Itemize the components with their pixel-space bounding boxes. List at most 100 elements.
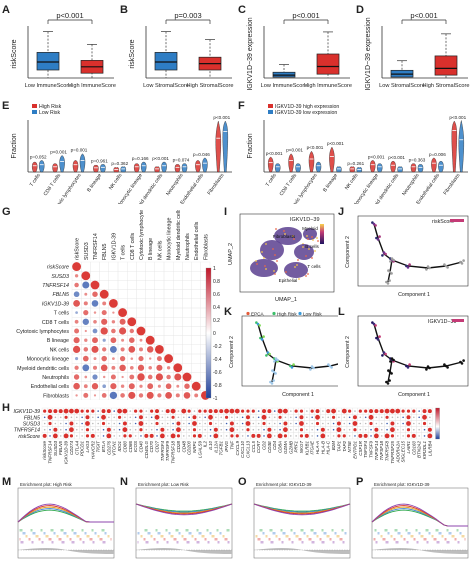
correlation-dot (72, 345, 81, 354)
correlation-dot (220, 422, 223, 425)
cell-point (374, 324, 377, 327)
correlation-dot (82, 364, 90, 372)
correlation-dot (396, 422, 399, 425)
correlation-dot (225, 435, 228, 437)
column-label: HLA-A (315, 441, 320, 454)
column-label: IL10 (208, 441, 213, 450)
plot-title: Enrichment plot: Low Risk (138, 482, 190, 487)
correlation-dot (229, 421, 234, 426)
cluster-label: Epithelial (279, 278, 298, 283)
category-label: Low ImmuneScore (261, 83, 308, 89)
correlation-dot (352, 421, 358, 426)
violin (222, 120, 229, 173)
cell-cluster (284, 262, 308, 278)
correlation-dot (100, 327, 108, 335)
correlation-dot (75, 357, 79, 361)
correlation-dot (175, 393, 180, 398)
correlation-dot (369, 421, 373, 426)
correlation-dot (102, 375, 106, 379)
correlation-dot (252, 422, 255, 425)
column-label: CXCL13 (245, 441, 250, 459)
correlation-dot (390, 421, 395, 426)
ranked-metric (254, 548, 350, 554)
matrix-cell (154, 317, 165, 327)
correlation-dot (146, 391, 154, 399)
correlation-dot (380, 422, 383, 425)
p-value: p<0.001 (410, 12, 437, 20)
correlation-dot (69, 421, 74, 426)
correlation-dot (166, 435, 169, 437)
correlation-dot (165, 409, 170, 414)
correlation-dot (279, 428, 281, 431)
p-value: p<0.001 (449, 115, 466, 120)
legend-swatch (32, 104, 37, 108)
column-label: KLRB1 (304, 441, 309, 456)
correlation-dot (102, 338, 106, 342)
correlation-dot (134, 422, 137, 425)
correlation-dot (82, 281, 90, 289)
category-label: Neutrophils (401, 172, 421, 197)
column-label: CD8 T cells (130, 232, 136, 260)
row-label: SUSD3 (23, 422, 40, 428)
violin (120, 166, 127, 173)
correlation-dot (322, 410, 324, 412)
matrix-cell (136, 307, 146, 318)
correlation-dot (156, 435, 158, 437)
legend-title: IGKV1D−39 (428, 319, 456, 325)
correlation-dot (268, 416, 271, 419)
correlation-dot (74, 365, 79, 370)
legend-swatch (272, 311, 276, 316)
correlation-dot (73, 337, 80, 344)
correlation-dot (273, 416, 276, 419)
p-value: p<0.001 (152, 156, 169, 161)
correlation-dot (74, 282, 79, 288)
matrix-cell (173, 289, 183, 299)
cell-cluster (250, 259, 278, 277)
y-axis-label: IGKV1D−39 expression (365, 17, 372, 90)
enrichment-curve (253, 503, 351, 515)
correlation-dot (150, 422, 153, 425)
cell-point (283, 230, 285, 232)
matrix-cell (163, 271, 174, 281)
correlation-dot (199, 428, 201, 431)
matrix-cell (173, 344, 183, 355)
correlation-dot (106, 427, 111, 432)
cell-point (388, 379, 391, 382)
correlation-dot (331, 415, 336, 419)
column-label: IGKV1D-39 (64, 441, 69, 465)
correlation-dot (294, 409, 298, 413)
correlation-dot (159, 433, 165, 439)
cell-point (265, 354, 268, 357)
cell-point (378, 235, 381, 238)
correlation-dot (306, 428, 308, 431)
panel-letter-c: C (238, 4, 246, 16)
column-label: TAP2 (342, 441, 347, 452)
row-label: IGKV1D-39 (42, 301, 69, 307)
column-label: CD8A (278, 441, 283, 453)
cell-cluster (294, 244, 314, 260)
correlation-dot (63, 408, 69, 414)
correlation-dot (348, 409, 352, 413)
correlation-dot (277, 433, 283, 439)
matrix-cell (173, 261, 183, 272)
row-label: Endothelial cells (31, 384, 70, 390)
correlation-dot (92, 291, 98, 297)
correlation-dot (160, 427, 165, 432)
cell-point (292, 363, 295, 366)
p-value: p=0.261 (347, 161, 364, 166)
cell-point (374, 224, 377, 227)
cell-point (273, 360, 276, 363)
correlation-dot (390, 408, 395, 414)
column-label: SUSD3 (53, 441, 58, 457)
correlation-dot (102, 347, 107, 352)
correlation-dot (342, 434, 346, 438)
correlation-dot (182, 435, 185, 437)
cell-point (297, 259, 299, 261)
correlation-dot (139, 409, 143, 413)
scale-tick-label: -0.8 (213, 383, 222, 389)
matrix-cell (191, 289, 201, 299)
matrix-cell (108, 271, 119, 281)
matrix-cell (182, 271, 192, 281)
correlation-dot (295, 428, 297, 431)
correlation-dot (69, 434, 74, 438)
